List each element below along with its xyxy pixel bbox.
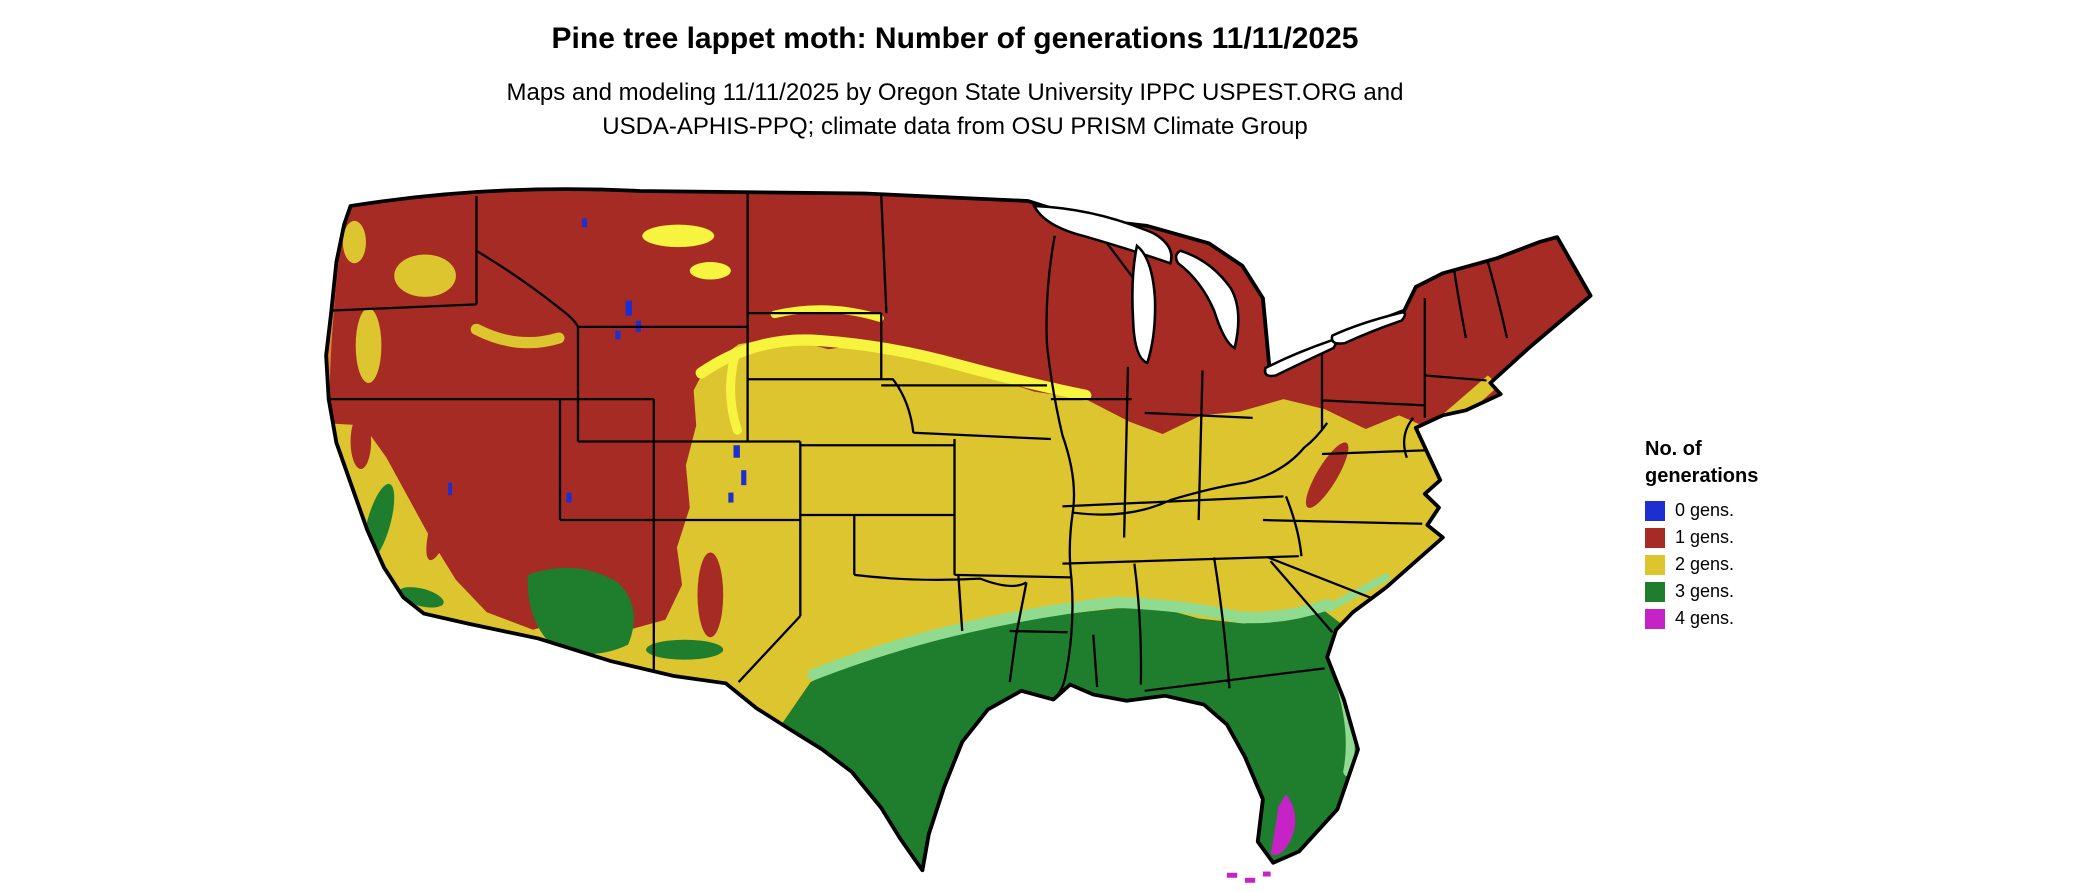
patch-2-gens-puget bbox=[342, 220, 366, 264]
patch-1-gens-sierra bbox=[426, 465, 465, 561]
blue-speck bbox=[728, 492, 734, 503]
legend-title-line-1: No. of bbox=[1645, 438, 1702, 460]
legend-item-3-gens: 3 gens. bbox=[1645, 581, 1865, 602]
patch-1-gens-coast-range bbox=[350, 414, 372, 469]
patch-1-gens-appalachia bbox=[1305, 442, 1349, 508]
transition-yellow-plains bbox=[695, 334, 1092, 402]
great-lakes bbox=[1032, 204, 1407, 378]
legend-swatch-0-gens bbox=[1645, 500, 1665, 521]
patch-3-gens-border-strip bbox=[646, 639, 724, 660]
transition-yellow-colorado bbox=[726, 347, 742, 435]
us-generations-map bbox=[324, 187, 1593, 883]
lake-erie bbox=[1263, 338, 1338, 378]
legend-title-line-2: generations bbox=[1645, 465, 1759, 487]
transition-yellow-montana-2 bbox=[689, 262, 731, 280]
header: Pine tree lappet moth: Number of generat… bbox=[0, 22, 1910, 144]
patch-1-gens-nevada-2 bbox=[503, 484, 532, 541]
keys-dash bbox=[1244, 877, 1256, 883]
us-outline bbox=[324, 187, 1593, 873]
keys-dash bbox=[1262, 871, 1271, 877]
patch-1-gens-sacramento-mts bbox=[697, 552, 724, 638]
blue-speck bbox=[448, 482, 453, 496]
subtitle-line-1: Maps and modeling 11/11/2025 by Oregon S… bbox=[506, 79, 1404, 106]
legend-item-4-gens: 4 gens. bbox=[1645, 608, 1865, 629]
legend-label-2-gens: 2 gens. bbox=[1675, 554, 1735, 574]
legend-label-1-gens: 1 gens. bbox=[1675, 527, 1735, 547]
lake-huron bbox=[1174, 249, 1240, 350]
legend-label-0-gens: 0 gens. bbox=[1675, 500, 1735, 520]
lake-ontario bbox=[1330, 311, 1407, 345]
legend: No. of generations 0 gens. 1 gens. 2 gen… bbox=[1645, 436, 1865, 635]
lake-michigan bbox=[1131, 243, 1157, 365]
legend-swatch-2-gens bbox=[1645, 554, 1665, 575]
blue-speck bbox=[581, 218, 587, 228]
transition-green-gulf bbox=[807, 596, 1333, 681]
legend-swatch-4-gens bbox=[1645, 608, 1665, 629]
keys-dash bbox=[1226, 872, 1238, 878]
patch-2-gens-snake-river bbox=[470, 323, 565, 349]
blue-speck bbox=[741, 470, 747, 486]
blue-speck bbox=[625, 300, 632, 316]
patch-2-gens-columbia-basin bbox=[394, 254, 456, 297]
map-container bbox=[312, 186, 1597, 884]
legend-item-2-gens: 2 gens. bbox=[1645, 554, 1865, 575]
patch-2-gens-willamette bbox=[355, 308, 382, 383]
page-title: Pine tree lappet moth: Number of generat… bbox=[551, 22, 1359, 55]
legend-label-4-gens: 4 gens. bbox=[1675, 608, 1735, 628]
transition-yellow-montana bbox=[642, 224, 715, 248]
subtitle-line-2: USDA-APHIS-PPQ; climate data from OSU PR… bbox=[602, 113, 1308, 140]
state-borders bbox=[326, 193, 1509, 701]
legend-item-1-gens: 1 gens. bbox=[1645, 527, 1865, 548]
region-4-gens-south-florida bbox=[1270, 794, 1296, 856]
legend-swatch-3-gens bbox=[1645, 581, 1665, 602]
blue-speck bbox=[733, 445, 740, 458]
florida-keys bbox=[1226, 871, 1271, 883]
legend-item-0-gens: 0 gens. bbox=[1645, 500, 1865, 521]
legend-title: No. of generations bbox=[1645, 436, 1865, 490]
blue-speck bbox=[615, 330, 621, 340]
legend-swatch-1-gens bbox=[1645, 527, 1665, 548]
blue-speck bbox=[566, 492, 572, 503]
patch-1-gens-nevada bbox=[463, 436, 495, 509]
patch-3-gens-arizona bbox=[527, 567, 634, 655]
legend-label-3-gens: 3 gens. bbox=[1675, 581, 1735, 601]
